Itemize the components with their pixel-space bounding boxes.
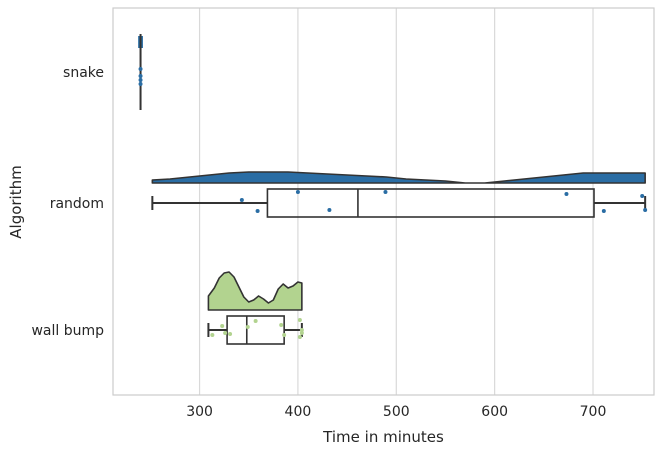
x-tick-label: 700	[580, 404, 607, 420]
x-tick-label: 600	[481, 404, 508, 420]
grid-layer	[198, 8, 594, 395]
cloud-layer	[138, 36, 646, 311]
data-point	[564, 192, 569, 196]
data-point	[245, 325, 250, 329]
data-point	[138, 78, 143, 82]
y-tick-label: random	[50, 196, 104, 212]
data-point	[299, 328, 304, 332]
x-axis-label: Time in minutes	[322, 428, 444, 446]
tick-layer: 300 400 500 600 700 snake random wall bump	[31, 65, 606, 420]
box-layer	[139, 34, 647, 345]
data-point	[138, 74, 143, 78]
cloud-wall-bump	[207, 271, 303, 311]
data-point	[138, 82, 143, 86]
y-axis-label: Algorithm	[7, 165, 25, 238]
data-point	[327, 208, 332, 212]
point-layer	[138, 67, 648, 339]
box-iqr	[266, 188, 595, 218]
data-point	[253, 319, 258, 323]
cloud-random	[151, 171, 646, 184]
data-point	[643, 208, 648, 212]
data-point	[228, 332, 233, 336]
box-iqr	[226, 315, 285, 345]
data-point	[279, 323, 284, 327]
data-point	[239, 198, 244, 202]
data-point	[640, 194, 645, 198]
data-point	[138, 67, 143, 71]
data-point	[220, 324, 225, 328]
x-tick-label: 400	[285, 404, 312, 420]
data-point	[297, 318, 302, 322]
data-point	[297, 335, 302, 339]
x-tick-label: 500	[383, 404, 410, 420]
y-tick-label: snake	[63, 65, 104, 81]
data-point	[383, 190, 388, 194]
data-point	[295, 190, 300, 194]
data-point	[601, 209, 606, 213]
x-tick-label: 300	[186, 404, 213, 420]
data-point	[299, 331, 304, 335]
data-point	[210, 333, 215, 337]
y-tick-label: wall bump	[31, 323, 104, 339]
plot-frame	[112, 7, 655, 396]
data-point	[223, 331, 228, 335]
data-point	[255, 209, 260, 213]
data-point	[282, 333, 287, 337]
